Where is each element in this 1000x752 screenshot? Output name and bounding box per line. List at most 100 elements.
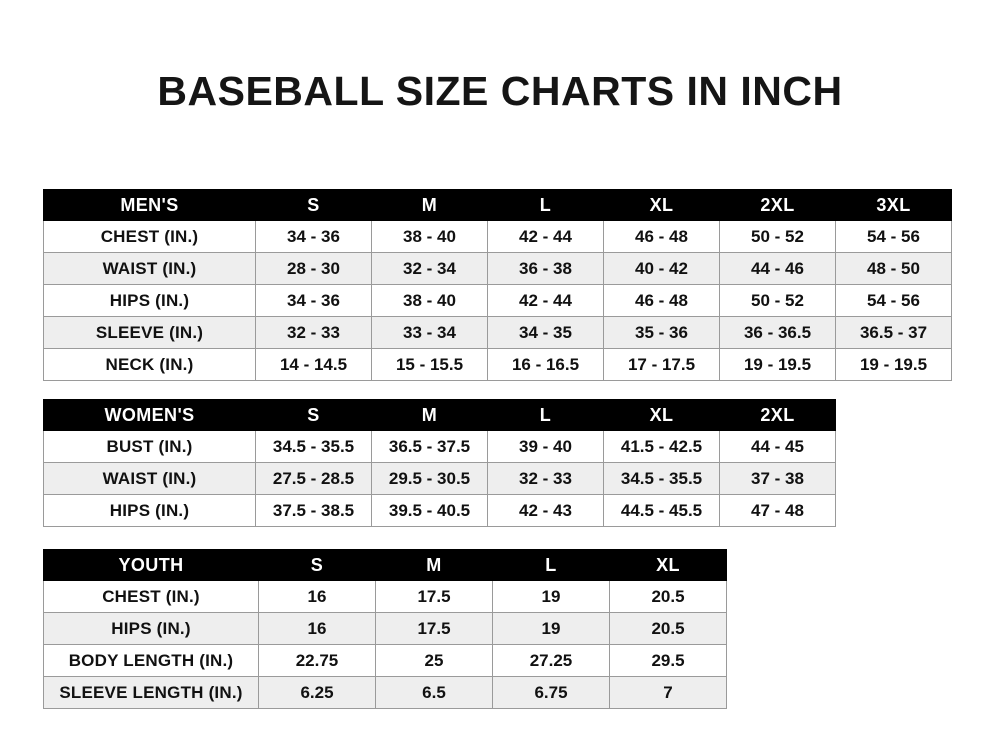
row-label: HIPS (IN.) <box>43 612 259 645</box>
cell-value: 37.5 - 38.5 <box>255 494 372 527</box>
cell-value: 17.5 <box>375 580 493 613</box>
header-cell-s: S <box>255 399 372 431</box>
cell-value: 36.5 - 37.5 <box>371 430 488 463</box>
youth-size-table: YOUTH S M L XL CHEST (IN.) 16 17.5 19 20… <box>43 549 727 709</box>
cell-value: 32 - 34 <box>371 252 488 285</box>
cell-value: 6.75 <box>492 676 610 709</box>
table-row: SLEEVE (IN.) 32 - 33 33 - 34 34 - 35 35 … <box>43 316 952 349</box>
cell-value: 29.5 - 30.5 <box>371 462 488 495</box>
cell-value: 34 - 36 <box>255 284 372 317</box>
header-cell-xl: XL <box>609 549 727 581</box>
cell-value: 39.5 - 40.5 <box>371 494 488 527</box>
table-header-row: MEN'S S M L XL 2XL 3XL <box>43 189 952 221</box>
table-row: WAIST (IN.) 27.5 - 28.5 29.5 - 30.5 32 -… <box>43 462 836 495</box>
table-row: HIPS (IN.) 37.5 - 38.5 39.5 - 40.5 42 - … <box>43 494 836 527</box>
mens-size-table: MEN'S S M L XL 2XL 3XL CHEST (IN.) 34 - … <box>43 189 952 381</box>
cell-value: 37 - 38 <box>719 462 836 495</box>
cell-value: 19 <box>492 612 610 645</box>
cell-value: 44 - 46 <box>719 252 836 285</box>
cell-value: 38 - 40 <box>371 284 488 317</box>
row-label: BUST (IN.) <box>43 430 256 463</box>
cell-value: 54 - 56 <box>835 220 952 253</box>
cell-value: 17.5 <box>375 612 493 645</box>
header-cell-m: M <box>375 549 493 581</box>
cell-value: 32 - 33 <box>255 316 372 349</box>
cell-value: 6.5 <box>375 676 493 709</box>
row-label: CHEST (IN.) <box>43 580 259 613</box>
header-cell-l: L <box>487 189 604 221</box>
cell-value: 36 - 36.5 <box>719 316 836 349</box>
row-label: WAIST (IN.) <box>43 462 256 495</box>
page-title: BASEBALL SIZE CHARTS IN INCH <box>157 68 843 114</box>
cell-value: 50 - 52 <box>719 284 836 317</box>
cell-value: 16 <box>258 612 376 645</box>
header-cell-xl: XL <box>603 189 720 221</box>
header-cell-l: L <box>492 549 610 581</box>
cell-value: 16 <box>258 580 376 613</box>
cell-value: 42 - 44 <box>487 220 604 253</box>
cell-value: 19 - 19.5 <box>719 348 836 381</box>
table-row: BUST (IN.) 34.5 - 35.5 36.5 - 37.5 39 - … <box>43 430 836 463</box>
cell-value: 27.25 <box>492 644 610 677</box>
cell-value: 38 - 40 <box>371 220 488 253</box>
table-row: CHEST (IN.) 16 17.5 19 20.5 <box>43 580 727 613</box>
cell-value: 44.5 - 45.5 <box>603 494 720 527</box>
cell-value: 14 - 14.5 <box>255 348 372 381</box>
header-cell-l: L <box>487 399 604 431</box>
cell-value: 36 - 38 <box>487 252 604 285</box>
row-label: HIPS (IN.) <box>43 284 256 317</box>
cell-value: 42 - 43 <box>487 494 604 527</box>
header-cell-2xl: 2XL <box>719 399 836 431</box>
cell-value: 32 - 33 <box>487 462 604 495</box>
cell-value: 46 - 48 <box>603 220 720 253</box>
row-label: WAIST (IN.) <box>43 252 256 285</box>
table-header-row: YOUTH S M L XL <box>43 549 727 581</box>
row-label: HIPS (IN.) <box>43 494 256 527</box>
cell-value: 34 - 35 <box>487 316 604 349</box>
cell-value: 20.5 <box>609 612 727 645</box>
cell-value: 6.25 <box>258 676 376 709</box>
cell-value: 22.75 <box>258 644 376 677</box>
row-label: NECK (IN.) <box>43 348 256 381</box>
cell-value: 19 - 19.5 <box>835 348 952 381</box>
cell-value: 15 - 15.5 <box>371 348 488 381</box>
cell-value: 48 - 50 <box>835 252 952 285</box>
table-header-row: WOMEN'S S M L XL 2XL <box>43 399 836 431</box>
header-cell-s: S <box>255 189 372 221</box>
cell-value: 35 - 36 <box>603 316 720 349</box>
table-row: BODY LENGTH (IN.) 22.75 25 27.25 29.5 <box>43 644 727 677</box>
cell-value: 44 - 45 <box>719 430 836 463</box>
header-cell-category: WOMEN'S <box>43 399 256 431</box>
header-cell-s: S <box>258 549 376 581</box>
cell-value: 27.5 - 28.5 <box>255 462 372 495</box>
cell-value: 20.5 <box>609 580 727 613</box>
cell-value: 16 - 16.5 <box>487 348 604 381</box>
table-row: HIPS (IN.) 16 17.5 19 20.5 <box>43 612 727 645</box>
row-label: CHEST (IN.) <box>43 220 256 253</box>
row-label: SLEEVE LENGTH (IN.) <box>43 676 259 709</box>
header-cell-m: M <box>371 189 488 221</box>
cell-value: 29.5 <box>609 644 727 677</box>
row-label: SLEEVE (IN.) <box>43 316 256 349</box>
cell-value: 36.5 - 37 <box>835 316 952 349</box>
cell-value: 54 - 56 <box>835 284 952 317</box>
cell-value: 17 - 17.5 <box>603 348 720 381</box>
header-cell-xl: XL <box>603 399 720 431</box>
header-cell-category: YOUTH <box>43 549 259 581</box>
cell-value: 39 - 40 <box>487 430 604 463</box>
cell-value: 50 - 52 <box>719 220 836 253</box>
header-cell-category: MEN'S <box>43 189 256 221</box>
cell-value: 47 - 48 <box>719 494 836 527</box>
cell-value: 7 <box>609 676 727 709</box>
cell-value: 25 <box>375 644 493 677</box>
row-label: BODY LENGTH (IN.) <box>43 644 259 677</box>
cell-value: 34.5 - 35.5 <box>255 430 372 463</box>
cell-value: 40 - 42 <box>603 252 720 285</box>
table-row: NECK (IN.) 14 - 14.5 15 - 15.5 16 - 16.5… <box>43 348 952 381</box>
cell-value: 19 <box>492 580 610 613</box>
cell-value: 46 - 48 <box>603 284 720 317</box>
table-row: HIPS (IN.) 34 - 36 38 - 40 42 - 44 46 - … <box>43 284 952 317</box>
table-row: WAIST (IN.) 28 - 30 32 - 34 36 - 38 40 -… <box>43 252 952 285</box>
cell-value: 33 - 34 <box>371 316 488 349</box>
